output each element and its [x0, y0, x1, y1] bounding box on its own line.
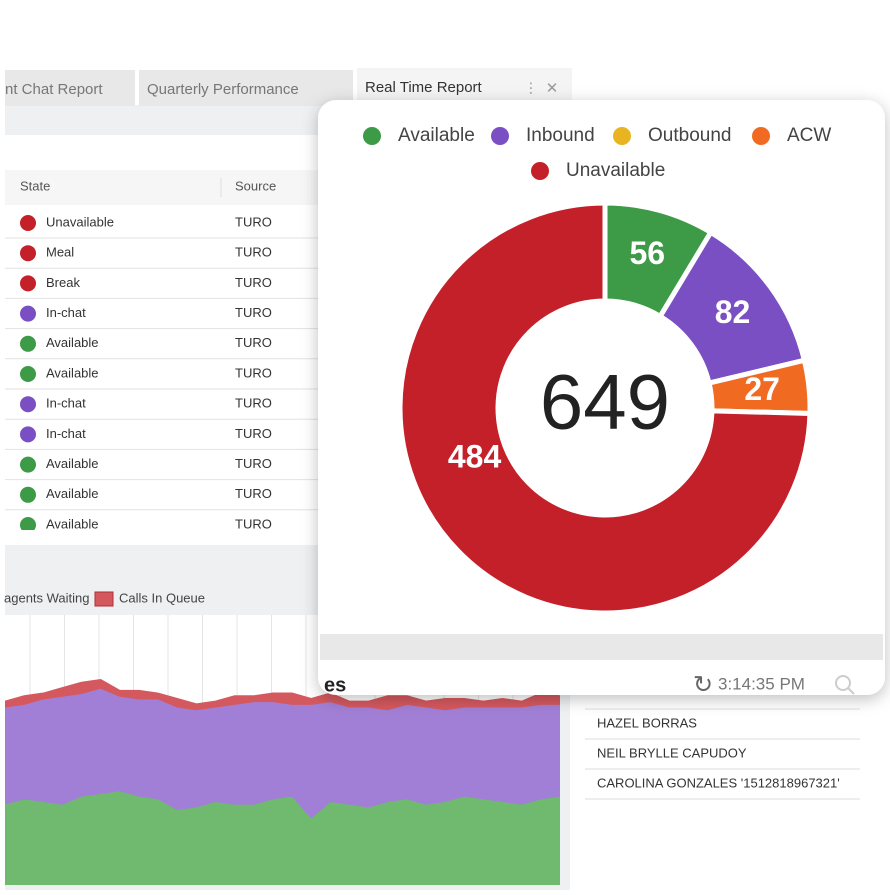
- state-dot: [20, 215, 36, 231]
- state-dot: [20, 396, 36, 413]
- agent-list-rows: HAZEL BORRAS NEIL BRYLLE CAPUDOY CAROLINA …: [585, 708, 860, 800]
- area-chart: [5, 615, 560, 885]
- donut-slice: [397, 200, 813, 616]
- header-label: Source: [235, 178, 276, 193]
- tab-close[interactable]: ✕: [546, 80, 559, 97]
- source: TURO: [235, 486, 272, 501]
- area-legend: agents Waiting Calls In Queue: [4, 590, 205, 607]
- legend-swatch: [94, 591, 114, 607]
- state-dot: [20, 366, 36, 382]
- donut-total: 649: [540, 358, 670, 446]
- refresh-icon[interactable]: ↻: [693, 671, 713, 698]
- legend-dot: [752, 127, 770, 145]
- legend-dot: [491, 127, 509, 145]
- state: Break: [46, 275, 80, 290]
- state-dot: [20, 426, 36, 443]
- state: In-chat: [46, 426, 86, 441]
- tab[interactable]: [139, 70, 353, 106]
- area-series: [5, 789, 560, 885]
- tab-label[interactable]: nt Chat Report: [5, 81, 103, 98]
- legend-label: Calls In Queue: [119, 590, 205, 605]
- state: In-chat: [46, 305, 86, 320]
- slice-label: 484: [448, 438, 502, 474]
- search-icon[interactable]: [835, 675, 851, 691]
- state-dot: [20, 456, 36, 473]
- source: TURO: [235, 426, 272, 441]
- agent-list: [583, 660, 863, 890]
- source: TURO: [235, 275, 272, 290]
- tab-active[interactable]: [357, 68, 572, 106]
- source: TURO: [235, 214, 272, 229]
- legend-dot: [613, 127, 631, 145]
- state: Unavailable: [46, 214, 114, 229]
- slice-label: 56: [630, 235, 666, 271]
- agent-name: NEIL BRYLLE CAPUDOY: [597, 745, 747, 760]
- search-icon[interactable]: [847, 687, 855, 695]
- table-header: [5, 170, 325, 205]
- state: Available: [46, 335, 99, 350]
- tab-menu[interactable]: ⋮: [524, 80, 538, 96]
- legend-label: Outbound: [648, 125, 731, 146]
- state: Available: [46, 456, 99, 471]
- header-label: State: [20, 178, 50, 193]
- state-dot: [20, 245, 36, 262]
- area-series: [5, 679, 560, 711]
- tab-label[interactable]: Quarterly Performance: [147, 81, 299, 98]
- legend-dot: [363, 127, 381, 145]
- agent-name: CAROLINA GONZALES '1512818967321': [597, 775, 840, 790]
- legend-label: Available: [398, 125, 475, 146]
- card-divider: [320, 634, 883, 660]
- legend-label: agents Waiting: [4, 590, 90, 605]
- source: TURO: [235, 396, 272, 411]
- slice-label: 27: [744, 371, 780, 407]
- panel-title: es: [324, 674, 346, 696]
- state-dot: [20, 486, 36, 503]
- state: Meal: [46, 245, 74, 260]
- source: TURO: [235, 456, 272, 471]
- tab-label[interactable]: Real Time Report: [365, 79, 483, 96]
- time: 3:14:35 PM: [718, 674, 805, 693]
- state-dot: [20, 275, 36, 292]
- legend-label: Inbound: [526, 125, 595, 146]
- source: TURO: [235, 335, 272, 350]
- source: TURO: [235, 516, 272, 531]
- state-dot: [20, 335, 36, 352]
- source: TURO: [235, 365, 272, 380]
- legend-dot: [531, 162, 549, 180]
- state-dot: [20, 305, 36, 322]
- state-dot: [20, 517, 36, 530]
- state: Available: [46, 365, 99, 380]
- table-body: Unavailable TURO Meal TURO Break TURO In-chat T…: [5, 214, 320, 531]
- source: TURO: [235, 305, 272, 320]
- tab[interactable]: [5, 70, 135, 106]
- donut-chart: Available Inbound Outbound ACW Unavailable 56…: [363, 125, 831, 616]
- state: In-chat: [46, 396, 86, 411]
- slice-label: 82: [715, 294, 751, 330]
- state: Available: [46, 516, 99, 531]
- agent-name: HAZEL BORRAS: [597, 715, 697, 730]
- legend-label: ACW: [787, 125, 831, 146]
- legend-label: Unavailable: [566, 160, 665, 181]
- source: TURO: [235, 245, 272, 260]
- state: Available: [46, 486, 99, 501]
